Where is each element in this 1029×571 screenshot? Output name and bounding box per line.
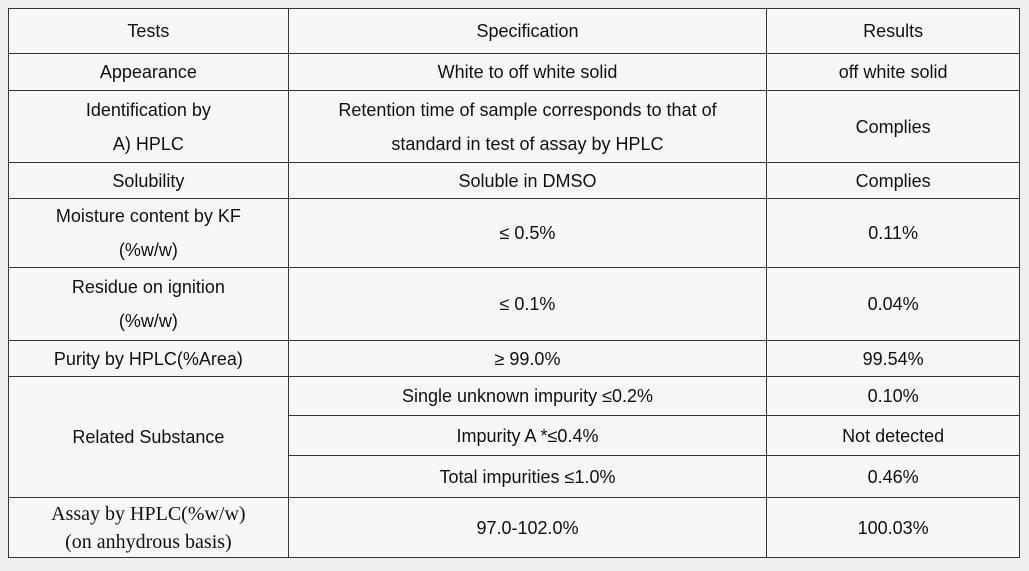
spec-cell: 97.0-102.0% xyxy=(287,497,768,558)
test-cell: Assay by HPLC(%w/w) (on anhydrous basis) xyxy=(8,497,289,558)
header-cell: Tests xyxy=(8,8,289,54)
cell-line: Moisture content by KF xyxy=(55,206,241,226)
result-cell: 0.11% xyxy=(766,198,1020,268)
result-cell: 100.03% xyxy=(766,497,1020,558)
test-cell: Purity by HPLC(%Area) xyxy=(8,340,289,377)
result-cell: Complies xyxy=(766,90,1020,163)
result-cell: 0.04% xyxy=(766,267,1020,341)
spec-cell: ≥ 99.0% xyxy=(287,340,768,377)
table-body: Tests Specification Results Appearance White… xyxy=(8,8,1020,558)
test-cell: Solubility xyxy=(8,162,289,199)
cell-line: Related Substance xyxy=(72,427,225,447)
cell-line: 0.04% xyxy=(867,294,919,314)
spec-cell: Single unknown impurity ≤0.2% xyxy=(287,376,768,416)
result-cell: Complies xyxy=(766,162,1020,199)
table-row: Total impurities ≤1.0% 0.46% xyxy=(9,455,1020,498)
header-cell: Results xyxy=(766,8,1020,54)
spec-cell: White to off white solid xyxy=(287,53,768,91)
table-row: Appearance White to off white solid off wh… xyxy=(8,53,1020,91)
cell-line: 100.03% xyxy=(857,517,929,538)
result-cell: 0.46% xyxy=(766,455,1020,498)
cell-line: standard in test of assay by HPLC xyxy=(391,133,664,154)
cell-line: (%w/w) xyxy=(118,240,178,260)
cell-line: Retention time of sample corresponds to … xyxy=(338,99,717,120)
test-cell: Moisture content by KF (%w/w) xyxy=(8,198,289,268)
spec-cell: ≤ 0.5% xyxy=(287,198,768,268)
table-row: Purity by HPLC(%Area) ≥ 99.0% 99.54% xyxy=(8,340,1020,377)
test-cell: Residue on ignition (%w/w) xyxy=(8,267,289,341)
cell-line: Complies xyxy=(855,170,931,191)
spec-cell: Impurity A *≤0.4% xyxy=(287,415,768,456)
cell-line: off white solid xyxy=(838,62,948,82)
table-row: Assay by HPLC(%w/w) (on anhydrous basis) 9… xyxy=(8,497,1020,558)
cell-line: (%w/w) xyxy=(118,311,178,331)
spec-cell: Total impurities ≤1.0% xyxy=(287,455,768,498)
cell-line: 99.54% xyxy=(862,348,924,369)
header-row: Tests Specification Results xyxy=(8,8,1020,54)
cell-line: ≥ 99.0% xyxy=(494,348,561,369)
result-cell: 0.10% xyxy=(766,376,1020,416)
result-cell: 99.54% xyxy=(766,340,1020,377)
cell-line: ≤ 0.5% xyxy=(499,223,556,243)
header-cell: Specification xyxy=(287,8,768,54)
table-row: Solubility Soluble in DMSO Complies xyxy=(8,162,1020,199)
spec-cell: Retention time of sample corresponds to … xyxy=(287,90,768,163)
cell-line: Soluble in DMSO xyxy=(458,170,597,191)
cell-line: A) HPLC xyxy=(112,133,184,154)
results-table: Tests Specification Results Appearance White… xyxy=(8,8,1020,558)
test-cell: Identification by A) HPLC xyxy=(8,90,289,163)
result-cell: Not detected xyxy=(766,415,1020,456)
cell-line: Solubility xyxy=(112,170,185,191)
spec-cell: Soluble in DMSO xyxy=(287,162,768,199)
test-cell: Appearance xyxy=(8,53,289,91)
cell-line: Identification by xyxy=(85,99,211,120)
cell-line: (on anhydrous basis) xyxy=(65,530,232,553)
cell-line: Purity by HPLC(%Area) xyxy=(53,348,243,369)
cell-line: Assay by HPLC(%w/w) xyxy=(51,502,246,525)
cell-line: Appearance xyxy=(99,62,197,82)
result-cell: off white solid xyxy=(766,53,1020,91)
table-row: Impurity A *≤0.4% Not detected xyxy=(9,415,1020,456)
cell-line: 0.11% xyxy=(868,223,918,243)
table-row: Moisture content by KF (%w/w) ≤ 0.5% 0.11% xyxy=(8,198,1020,268)
cell-line: ≤ 0.1% xyxy=(499,294,556,314)
table-row: Related Substance Single unknown impurity… xyxy=(8,376,1020,498)
spec-cell: ≤ 0.1% xyxy=(287,267,768,341)
cell-line: 97.0-102.0% xyxy=(476,517,579,538)
test-cell: Related Substance xyxy=(8,376,289,498)
table-row: Residue on ignition (%w/w) ≤ 0.1% 0.04% xyxy=(8,267,1020,341)
cell-line: White to off white solid xyxy=(437,62,618,82)
cell-line: Residue on ignition xyxy=(71,277,225,297)
cell-line: Complies xyxy=(855,116,931,137)
table-row: Identification by A) HPLC Retention time o… xyxy=(8,90,1020,163)
